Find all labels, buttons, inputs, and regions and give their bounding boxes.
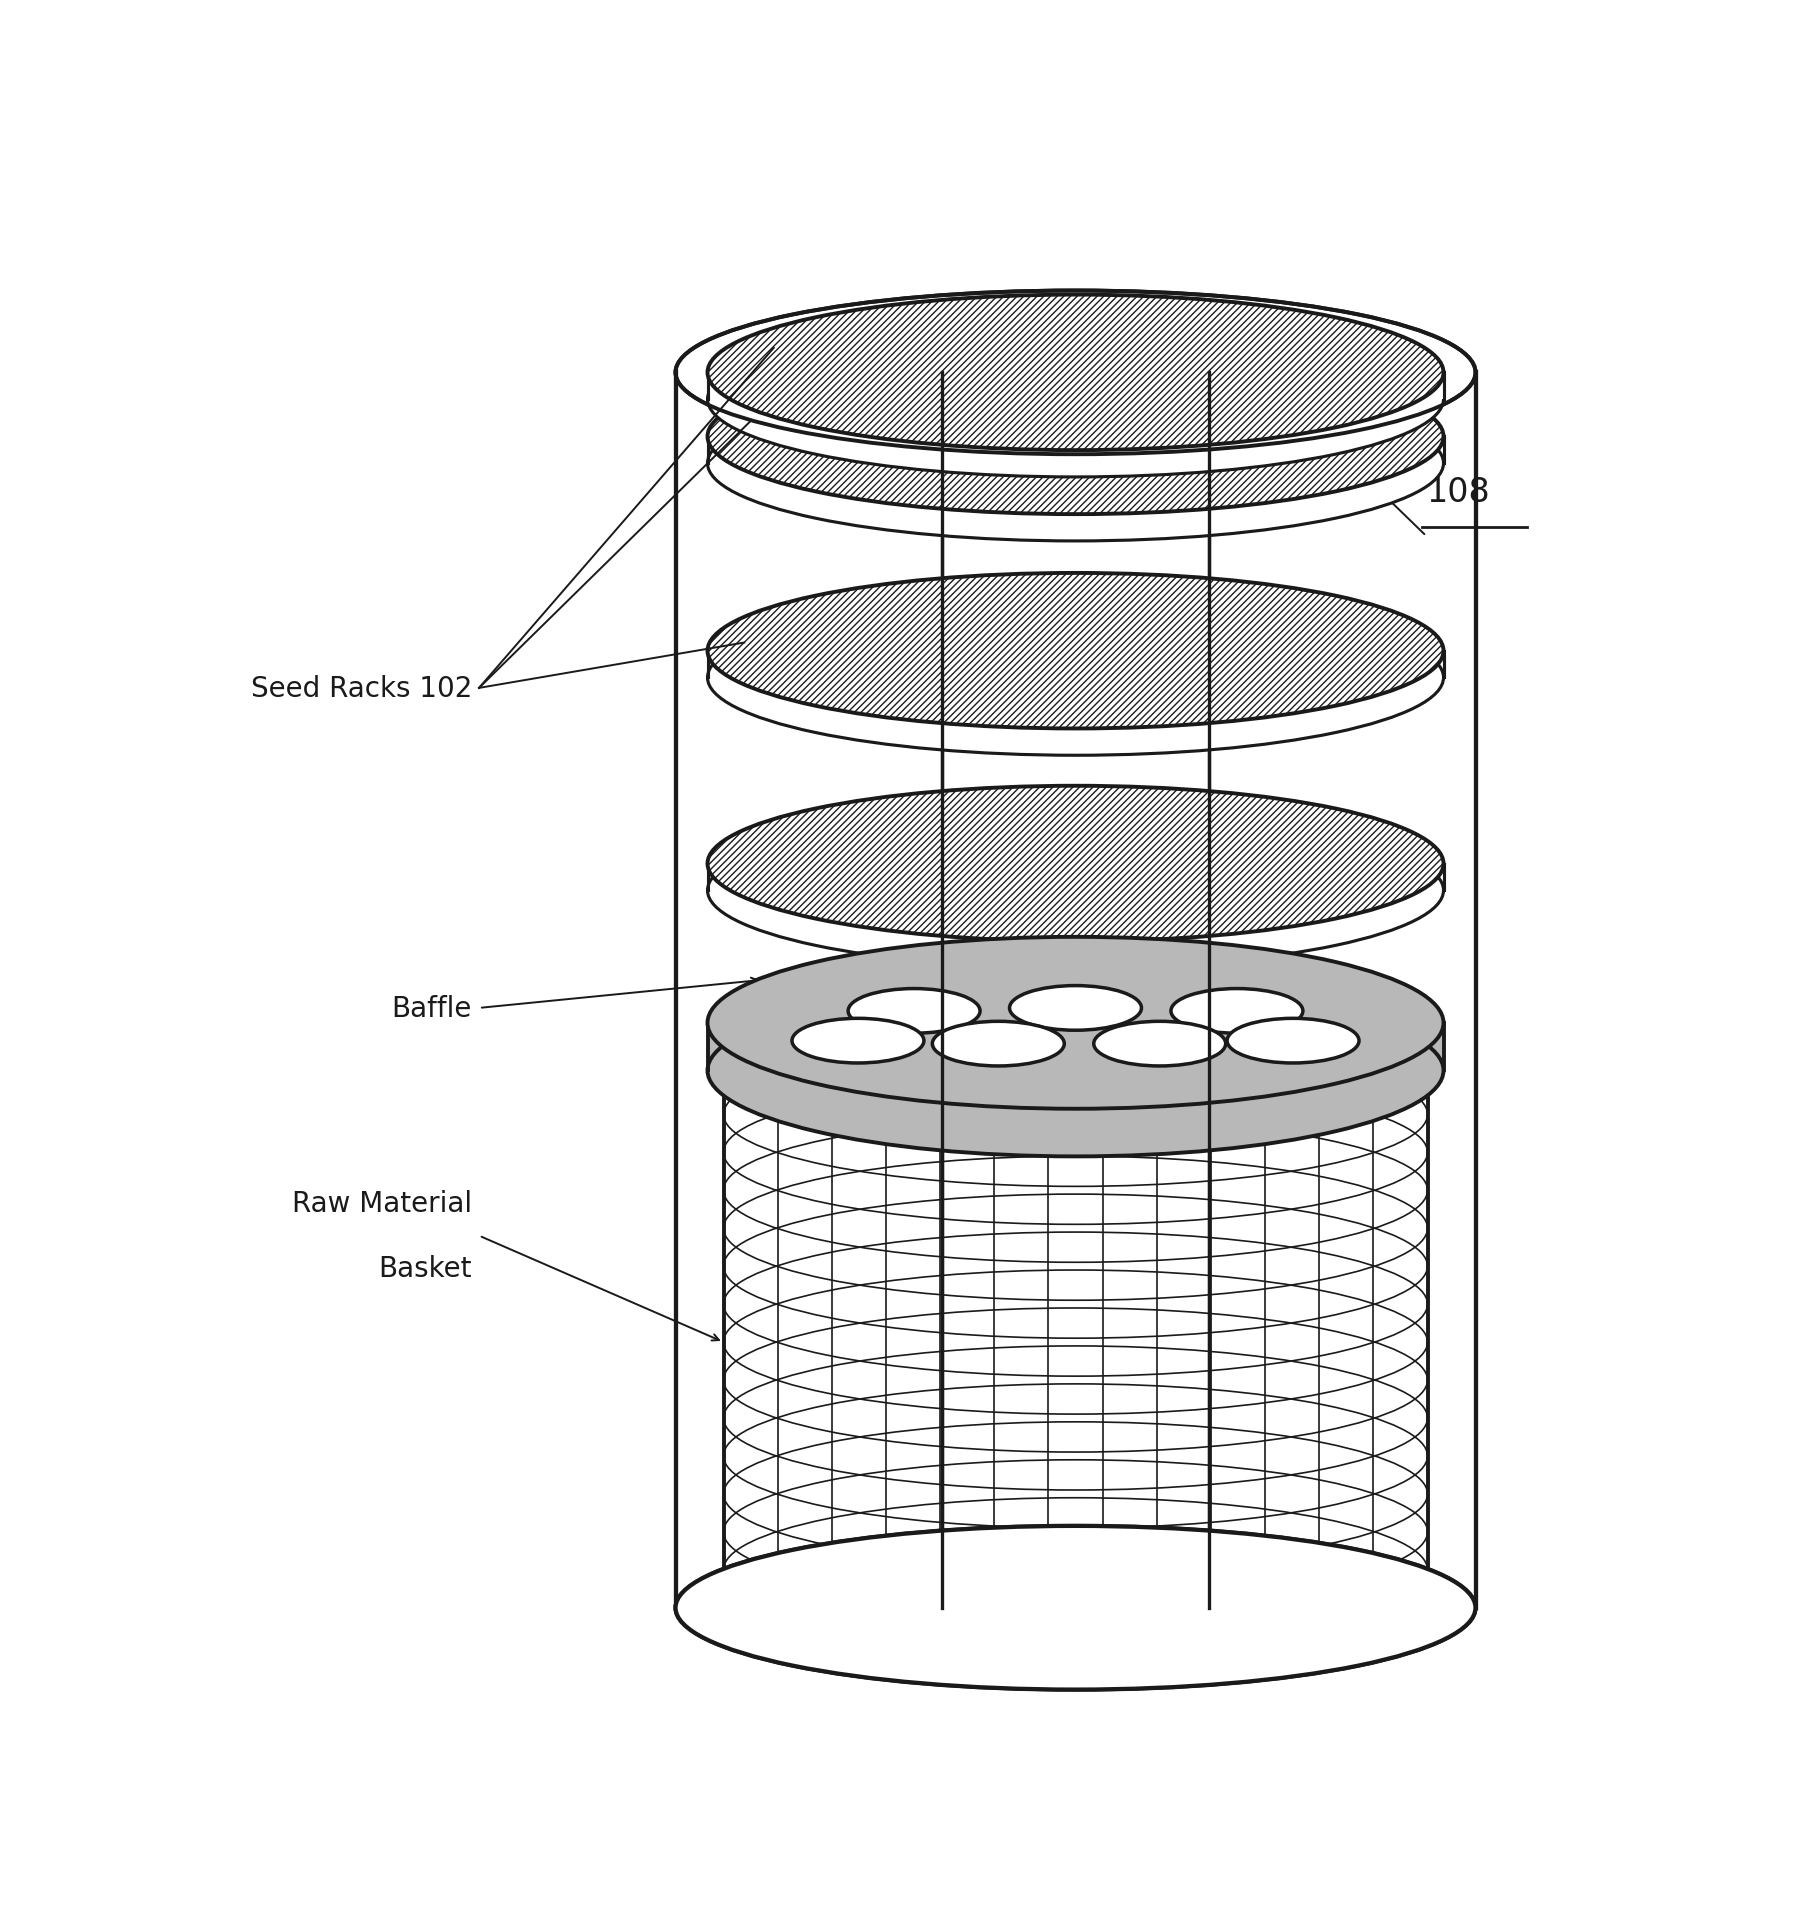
Ellipse shape [708,386,1443,541]
Text: Seed Racks 102: Seed Racks 102 [250,674,473,703]
Ellipse shape [676,1526,1476,1690]
Ellipse shape [1228,1018,1358,1063]
Ellipse shape [1094,1022,1226,1066]
Ellipse shape [724,1536,1427,1681]
Polygon shape [708,373,1443,400]
Polygon shape [708,437,1443,464]
Ellipse shape [708,574,1443,728]
Ellipse shape [848,989,980,1034]
Ellipse shape [791,1018,924,1063]
Text: Raw Material: Raw Material [292,1190,473,1217]
Ellipse shape [933,1022,1065,1066]
Ellipse shape [708,323,1443,477]
Ellipse shape [708,937,1443,1109]
Polygon shape [708,651,1443,678]
Ellipse shape [708,359,1443,514]
Ellipse shape [708,786,1443,941]
Ellipse shape [708,985,1443,1157]
Ellipse shape [676,1526,1476,1690]
Text: Basket: Basket [378,1254,473,1283]
Polygon shape [676,373,1476,1607]
Ellipse shape [1172,989,1302,1034]
Ellipse shape [1009,985,1141,1030]
Ellipse shape [708,601,1443,755]
Ellipse shape [708,813,1443,968]
Polygon shape [724,1076,1427,1607]
Ellipse shape [708,296,1443,450]
Text: 108: 108 [1427,475,1490,508]
Polygon shape [708,864,1443,891]
Polygon shape [708,1024,1443,1070]
Text: Baffle: Baffle [391,995,473,1022]
